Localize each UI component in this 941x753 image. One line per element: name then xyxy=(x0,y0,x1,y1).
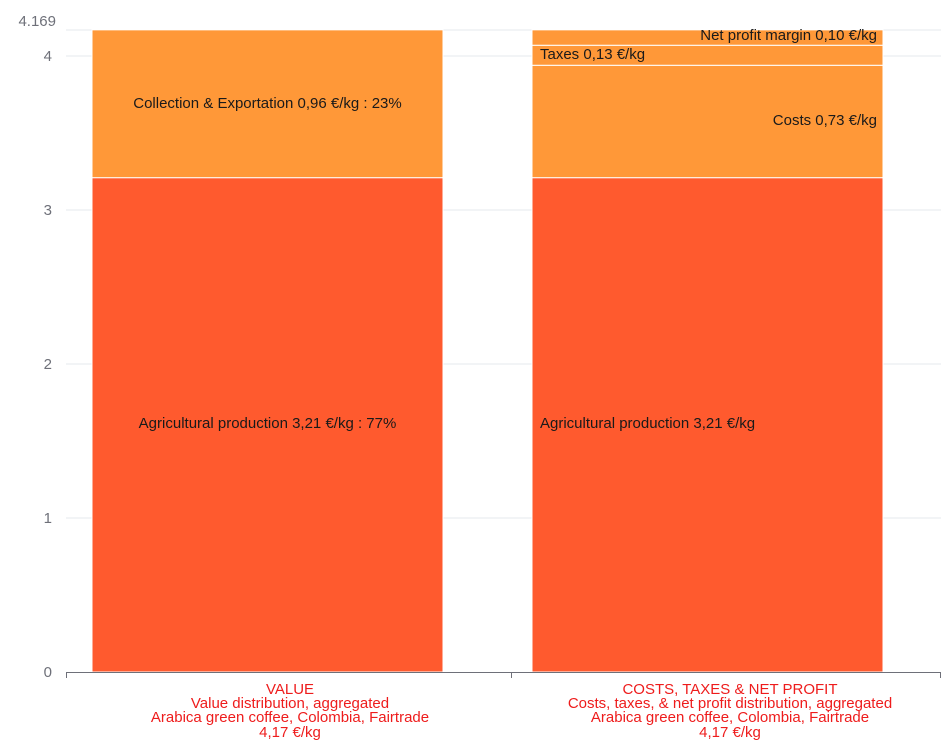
y-tick-label: 3 xyxy=(44,202,52,219)
category-label: VALUE xyxy=(266,681,314,698)
category-label: Costs, taxes, & net profit distribution,… xyxy=(568,695,892,712)
bar-segment xyxy=(531,29,884,46)
y-tick-label: 0 xyxy=(44,664,52,681)
segment-label: Collection & Exportation 0,96 €/kg : 23% xyxy=(133,95,402,112)
bars xyxy=(91,29,884,673)
segment-label: Agricultural production 3,21 €/kg xyxy=(540,415,755,432)
segment-labels: Agricultural production 3,21 €/kg : 77% C… xyxy=(133,27,877,432)
category-label: Arabica green coffee, Colombia, Fairtrad… xyxy=(591,709,869,726)
y-tick-label: 1 xyxy=(44,510,52,527)
y-tick-label: 4 xyxy=(44,48,52,65)
segment-label: Net profit margin 0,10 €/kg xyxy=(700,27,877,44)
y-axis: 0 1 2 3 4 4.169 xyxy=(18,13,56,681)
segment-label: Costs 0,73 €/kg xyxy=(773,112,877,129)
y-tick-label: 2 xyxy=(44,356,52,373)
category-label: Value distribution, aggregated xyxy=(191,695,389,712)
category-label: 4,17 €/kg xyxy=(259,724,321,741)
segment-label: Agricultural production 3,21 €/kg : 77% xyxy=(139,415,397,432)
y-max-label: 4.169 xyxy=(18,13,56,30)
bar-segment xyxy=(91,29,444,179)
category-label: COSTS, TAXES & NET PROFIT xyxy=(622,681,837,698)
segment-label: Taxes 0,13 €/kg xyxy=(540,46,645,63)
category-label: 4,17 €/kg xyxy=(699,724,761,741)
bar-segment xyxy=(91,177,444,673)
category-label: Arabica green coffee, Colombia, Fairtrad… xyxy=(151,709,429,726)
bar-segment xyxy=(531,177,884,673)
